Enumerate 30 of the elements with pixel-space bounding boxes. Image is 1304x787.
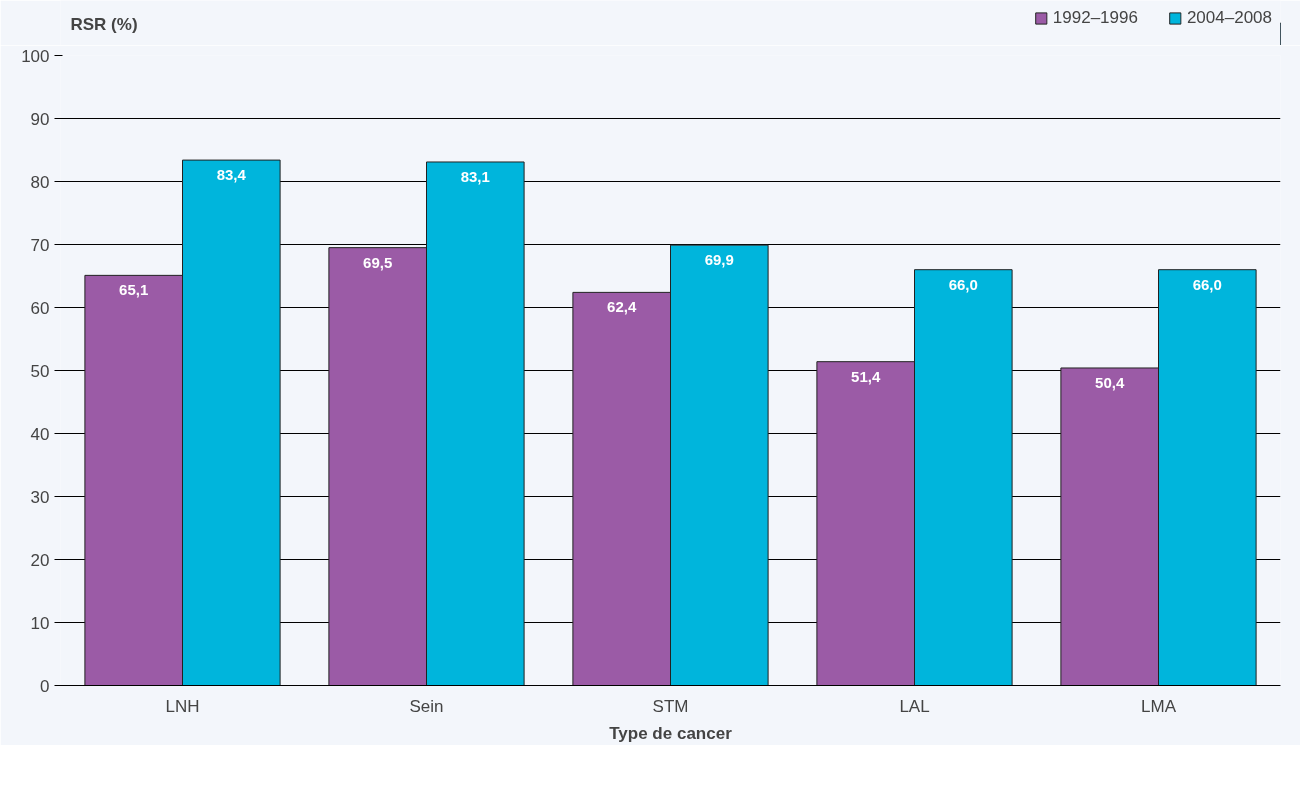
- y-tick-label: 40: [30, 424, 50, 444]
- x-tick-label: LAL: [899, 696, 930, 716]
- data-label: 51,4: [851, 367, 881, 385]
- y-tick-label: 20: [30, 550, 50, 570]
- data-label: 66,0: [948, 275, 978, 293]
- y-tick-label: 90: [30, 109, 50, 129]
- y-tick-label: 10: [30, 613, 50, 633]
- data-label: 65,1: [119, 281, 149, 299]
- data-label: 69,9: [704, 251, 734, 269]
- x-tick-label: LNH: [165, 696, 200, 716]
- y-tick-label: 0: [40, 676, 50, 696]
- data-label: 83,1: [460, 167, 490, 185]
- legend-label: 1992–1996: [1052, 8, 1138, 28]
- x-tick-label: Sein: [409, 696, 444, 716]
- x-tick-label: STM: [652, 696, 689, 716]
- data-label: 83,4: [216, 166, 247, 184]
- data-label: 62,4: [607, 298, 637, 316]
- legend-label: 2004–2008: [1186, 8, 1272, 28]
- y-axis-title: RSR (%): [70, 14, 138, 34]
- y-tick-label: 60: [30, 298, 50, 318]
- y-tick-label: 50: [30, 361, 50, 381]
- y-tick-label: 70: [30, 235, 50, 255]
- data-label: 66,0: [1192, 275, 1222, 293]
- data-label: 69,5: [363, 253, 393, 271]
- y-tick-label: 30: [30, 487, 50, 507]
- data-label: 50,4: [1095, 373, 1125, 391]
- x-tick-label: LMA: [1141, 696, 1177, 716]
- y-tick-label: 80: [30, 172, 50, 192]
- x-axis-title: Type de cancer: [609, 723, 733, 743]
- y-tick-label: 100: [21, 46, 50, 66]
